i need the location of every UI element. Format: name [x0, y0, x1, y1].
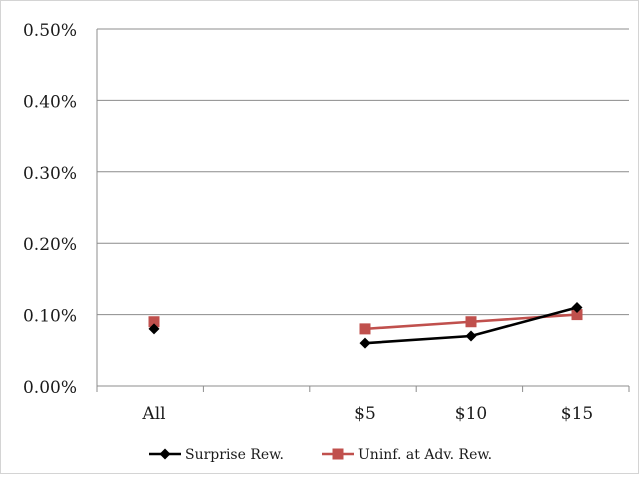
legend-marker: [332, 448, 344, 460]
y-tick-label: 0.10%: [23, 307, 77, 327]
series: [148, 301, 583, 349]
y-tick-label: 0.40%: [23, 92, 77, 112]
legend-marker: [159, 448, 171, 460]
y-tick-label: 0.20%: [23, 235, 77, 255]
series-1: [148, 301, 583, 349]
grid-lines: [97, 28, 629, 316]
data-point: [148, 323, 160, 335]
data-point: [571, 301, 583, 313]
x-tick-label: $5: [354, 404, 376, 424]
axes: [96, 29, 630, 392]
x-tick-label: All: [141, 404, 165, 424]
x-tick-label: $15: [561, 404, 593, 424]
data-point: [148, 316, 160, 328]
data-point: [465, 330, 477, 342]
legend-item-2: Uninf. at Adv. Rew.: [322, 447, 492, 463]
legend-label: Surprise Rew.: [185, 447, 284, 463]
data-point: [571, 309, 583, 321]
legend-label: Uninf. at Adv. Rew.: [358, 447, 492, 463]
x-tick-label: $10: [455, 404, 487, 424]
x-tick-labels: All $5 $10 $15: [141, 404, 593, 424]
series-2: [148, 309, 583, 335]
y-tick-labels: 0.00% 0.10% 0.20% 0.30% 0.40% 0.50%: [23, 21, 77, 398]
legend-item-1: Surprise Rew.: [149, 447, 284, 463]
legend: Surprise Rew. Uninf. at Adv. Rew.: [149, 447, 492, 463]
data-point: [359, 337, 371, 349]
y-tick-label: 0.50%: [23, 21, 77, 41]
data-point: [359, 323, 371, 335]
y-tick-label: 0.30%: [23, 164, 77, 184]
data-point: [465, 316, 477, 328]
y-tick-label: 0.00%: [23, 378, 77, 398]
